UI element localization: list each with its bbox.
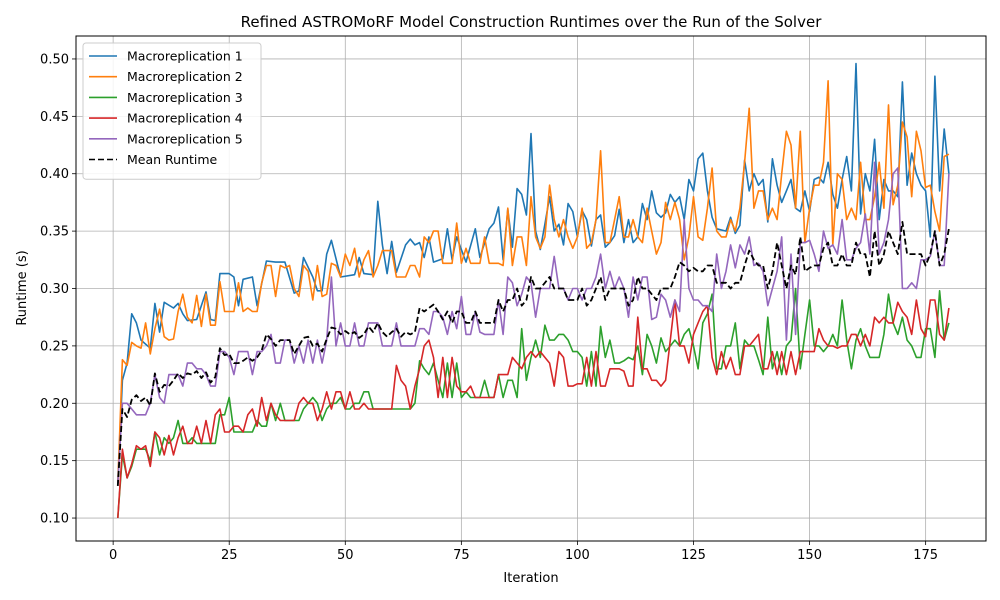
x-tick-label: 125 — [681, 548, 706, 563]
y-axis-label: Runtime (s) — [15, 250, 30, 325]
series-line-macroreplication-4 — [117, 299, 950, 519]
series-line-macroreplication-5 — [117, 161, 950, 484]
legend-label: Macroreplication 2 — [127, 69, 243, 84]
y-tick-label: 0.20 — [40, 397, 69, 412]
y-axis-ticks: 0.10 0.15 0.20 0.25 0.30 0.35 0.40 0.45 0.50 — [40, 52, 76, 527]
x-tick-label: 175 — [913, 548, 938, 563]
legend: Macroreplication 1 Macroreplication 2 Macr… — [82, 42, 262, 180]
legend-label: Macroreplication 3 — [127, 90, 243, 105]
x-axis-label: Iteration — [503, 571, 558, 586]
y-tick-label: 0.25 — [40, 339, 69, 354]
y-tick-label: 0.35 — [40, 225, 69, 240]
x-tick-label: 150 — [797, 548, 822, 563]
series-line-macroreplication-2 — [117, 80, 950, 484]
legend-label: Macroreplication 1 — [127, 49, 243, 64]
y-tick-label: 0.10 — [40, 512, 69, 527]
series-line-mean-runtime — [116, 221, 950, 486]
y-tick-label: 0.45 — [40, 110, 69, 125]
y-tick-label: 0.30 — [40, 282, 69, 297]
legend-label: Macroreplication 5 — [127, 131, 243, 146]
chart-title: Refined ASTROMoRF Model Construction Run… — [241, 13, 823, 31]
legend-label: Mean Runtime — [127, 152, 218, 167]
legend-box — [82, 42, 262, 180]
x-tick-label: 100 — [565, 548, 590, 563]
x-tick-label: 25 — [221, 548, 238, 563]
y-tick-label: 0.15 — [40, 454, 69, 469]
series-lines — [116, 62, 950, 519]
legend-label: Macroreplication 4 — [127, 111, 243, 126]
x-axis-ticks: 0 25 50 75 100 125 150 175 — [109, 541, 938, 563]
x-tick-label: 75 — [453, 548, 470, 563]
y-tick-label: 0.50 — [40, 52, 69, 67]
grid-lines — [76, 36, 986, 541]
y-tick-label: 0.40 — [40, 167, 69, 182]
x-tick-label: 50 — [337, 548, 354, 563]
x-tick-label: 0 — [109, 548, 117, 563]
